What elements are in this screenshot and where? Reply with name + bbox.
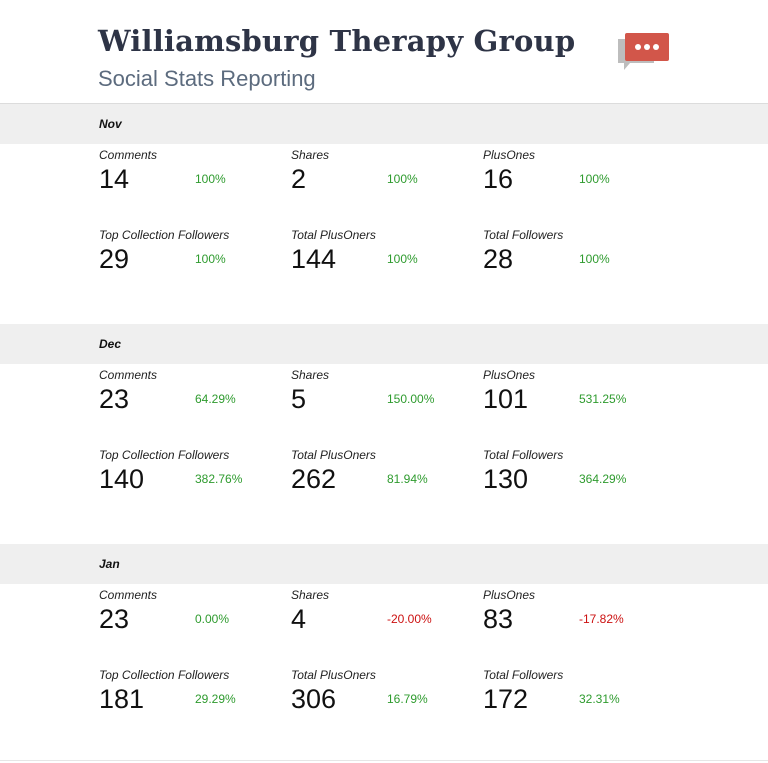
stat-change: 100%: [579, 252, 610, 266]
stat-label: Total PlusOners: [291, 448, 376, 462]
stat-change: 100%: [195, 252, 226, 266]
stat-value: 172: [483, 684, 529, 714]
header-divider: [0, 103, 768, 104]
stat-change: 100%: [387, 172, 418, 186]
chat-bubble-ellipsis-icon: [618, 33, 669, 70]
stat-total-plusoners: Total PlusOners 144 100%: [291, 228, 471, 288]
stat-label: Shares: [291, 368, 330, 382]
stat-comments: Comments 14 100%: [99, 148, 279, 208]
stat-label: Top Collection Followers: [99, 448, 230, 462]
stat-comments: Comments 23 0.00%: [99, 588, 279, 648]
stat-shares: Shares 4 -20.00%: [291, 588, 471, 648]
month-section: Nov Comments 14 100% Shares 2 100% PlusO…: [0, 104, 768, 324]
stat-value: 5: [291, 384, 307, 414]
stat-top-collection-followers: Top Collection Followers 29 100%: [99, 228, 279, 288]
stat-shares: Shares 5 150.00%: [291, 368, 471, 428]
stat-comments: Comments 23 64.29%: [99, 368, 279, 428]
stat-value: 4: [291, 604, 307, 634]
stat-value: 140: [99, 464, 145, 494]
stat-value: 181: [99, 684, 145, 714]
stat-value: 23: [99, 604, 130, 634]
stat-change: 0.00%: [195, 612, 230, 626]
stat-value: 262: [291, 464, 337, 494]
stat-value: 23: [99, 384, 130, 414]
stat-label: Comments: [99, 368, 158, 382]
stat-shares: Shares 2 100%: [291, 148, 471, 208]
stat-label: Shares: [291, 148, 330, 162]
stat-value: 2: [291, 164, 307, 194]
stat-change: -17.82%: [579, 612, 624, 626]
stat-change: 64.29%: [195, 392, 236, 406]
stat-plusones: PlusOnes 83 -17.82%: [483, 588, 663, 648]
month-bar: Dec: [0, 324, 768, 364]
stat-label: Total Followers: [483, 448, 564, 462]
stat-top-collection-followers: Top Collection Followers 181 29.29%: [99, 668, 279, 728]
stat-value: 144: [291, 244, 337, 274]
report-header: Williamsburg Therapy Group Social Stats …: [0, 0, 768, 103]
stat-label: PlusOnes: [483, 368, 536, 382]
stat-change: 382.76%: [195, 472, 243, 486]
stat-value: 130: [483, 464, 529, 494]
stat-label: Total Followers: [483, 228, 564, 242]
stat-value: 306: [291, 684, 337, 714]
stat-change: 16.79%: [387, 692, 428, 706]
stat-plusones: PlusOnes 16 100%: [483, 148, 663, 208]
stat-change: 81.94%: [387, 472, 428, 486]
stat-label: PlusOnes: [483, 148, 536, 162]
stat-value: 28: [483, 244, 514, 274]
stat-change: -20.00%: [387, 612, 432, 626]
stat-total-followers: Total Followers 130 364.29%: [483, 448, 663, 508]
stat-label: Total PlusOners: [291, 228, 376, 242]
stat-plusones: PlusOnes 101 531.25%: [483, 368, 663, 428]
stat-label: Shares: [291, 588, 330, 602]
month-label: Jan: [99, 557, 120, 571]
month-label: Nov: [99, 117, 122, 131]
month-section: Jan Comments 23 0.00% Shares 4 -20.00% P…: [0, 544, 768, 760]
stat-total-plusoners: Total PlusOners 262 81.94%: [291, 448, 471, 508]
stat-change: 100%: [195, 172, 226, 186]
stat-change: 100%: [579, 172, 610, 186]
page-subtitle: Social Stats Reporting: [98, 66, 316, 91]
stat-label: Comments: [99, 148, 158, 162]
stat-change: 100%: [387, 252, 418, 266]
footer-divider: [0, 760, 768, 761]
stat-change: 29.29%: [195, 692, 236, 706]
stat-label: Total PlusOners: [291, 668, 376, 682]
stat-value: 83: [483, 604, 514, 634]
stat-label: Top Collection Followers: [99, 228, 230, 242]
page-title: Williamsburg Therapy Group: [98, 24, 576, 58]
stat-value: 29: [99, 244, 130, 274]
stat-label: PlusOnes: [483, 588, 536, 602]
month-bar: Jan: [0, 544, 768, 584]
stat-total-plusoners: Total PlusOners 306 16.79%: [291, 668, 471, 728]
stat-change: 150.00%: [387, 392, 435, 406]
stat-value: 16: [483, 164, 514, 194]
month-label: Dec: [99, 337, 122, 351]
stat-label: Total Followers: [483, 668, 564, 682]
stat-top-collection-followers: Top Collection Followers 140 382.76%: [99, 448, 279, 508]
stat-total-followers: Total Followers 28 100%: [483, 228, 663, 288]
stat-change: 531.25%: [579, 392, 627, 406]
month-section: Dec Comments 23 64.29% Shares 5 150.00% …: [0, 324, 768, 544]
stat-value: 101: [483, 384, 529, 414]
month-bar: Nov: [0, 104, 768, 144]
stat-change: 364.29%: [579, 472, 627, 486]
stat-label: Comments: [99, 588, 158, 602]
stat-value: 14: [99, 164, 130, 194]
stat-change: 32.31%: [579, 692, 620, 706]
stat-label: Top Collection Followers: [99, 668, 230, 682]
stat-total-followers: Total Followers 172 32.31%: [483, 668, 663, 728]
